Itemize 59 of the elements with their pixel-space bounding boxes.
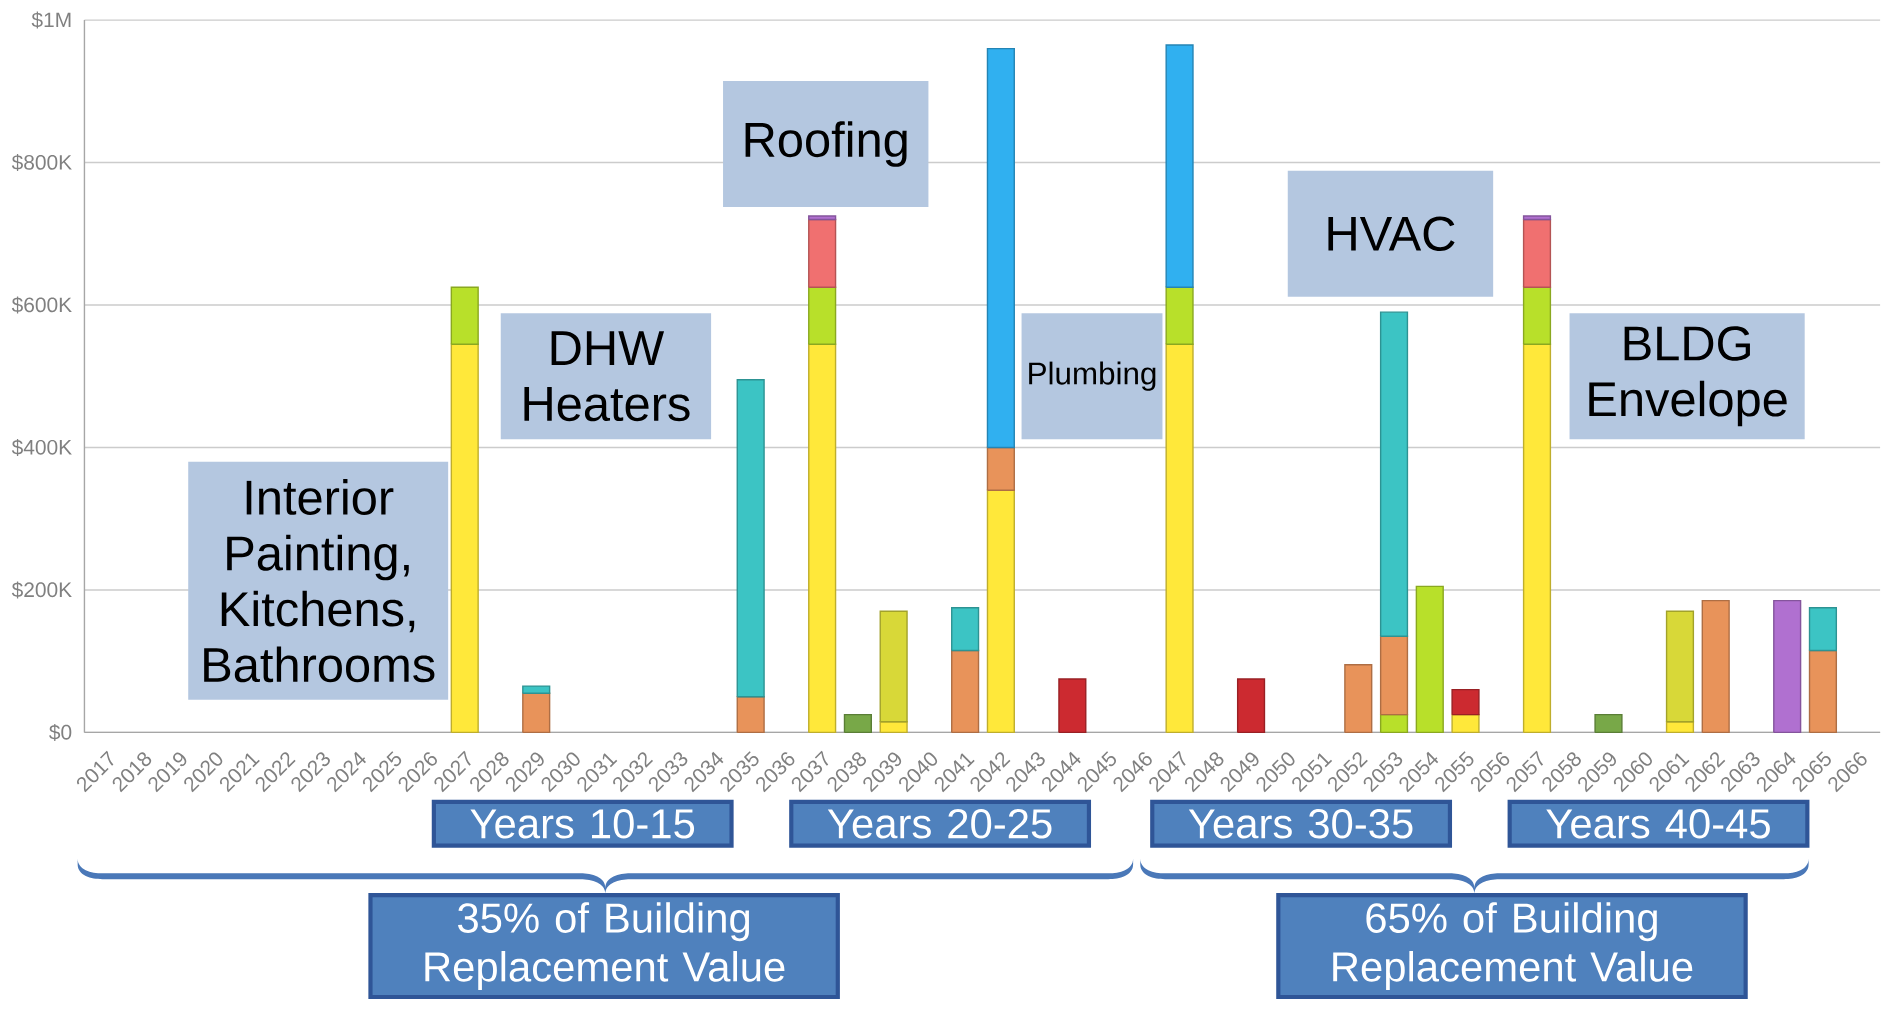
annotation: Roofing bbox=[745, 121, 907, 167]
bar bbox=[1379, 713, 1409, 734]
bar bbox=[951, 607, 980, 652]
bar bbox=[1379, 311, 1409, 637]
bar bbox=[1451, 688, 1480, 716]
bar bbox=[1701, 599, 1730, 734]
y-tick-label: $600K bbox=[11, 296, 72, 314]
text: 65% of Building Replacement Value bbox=[1333, 902, 1693, 990]
text: Years 40-45 bbox=[1546, 808, 1770, 839]
bar bbox=[1522, 215, 1552, 221]
bar bbox=[879, 610, 908, 723]
annotation: Interior Painting, Kitchens, Bathrooms bbox=[204, 479, 435, 683]
annotation: BLDG Envelope bbox=[1589, 326, 1787, 427]
bar bbox=[736, 379, 765, 698]
bar bbox=[1451, 713, 1480, 734]
bar bbox=[1594, 713, 1623, 734]
bar bbox=[1058, 678, 1087, 734]
y-tick-label: $400K bbox=[11, 438, 72, 456]
bar bbox=[522, 692, 551, 734]
y-tick-label: $0 bbox=[49, 723, 72, 741]
bar bbox=[1522, 343, 1552, 734]
bar bbox=[808, 286, 837, 345]
annotation: DHW Heaters bbox=[524, 331, 690, 422]
bar bbox=[986, 489, 1015, 734]
bar bbox=[879, 721, 908, 734]
bar bbox=[450, 343, 479, 734]
bar bbox=[808, 218, 837, 288]
bar bbox=[1415, 585, 1444, 734]
text: Years 20-25 bbox=[827, 808, 1052, 839]
bar bbox=[951, 649, 980, 734]
y-tick-label: $800K bbox=[11, 154, 72, 172]
bar bbox=[1808, 649, 1838, 734]
bar bbox=[1773, 599, 1802, 734]
annotation: HVAC bbox=[1328, 216, 1455, 252]
y-tick-label: $1M bbox=[31, 11, 71, 29]
text: 35% of Building Replacement Value bbox=[425, 902, 785, 990]
bar bbox=[1379, 635, 1409, 716]
bar bbox=[808, 343, 837, 734]
bar bbox=[1522, 218, 1552, 288]
bar bbox=[1236, 678, 1266, 734]
bar bbox=[1344, 664, 1373, 734]
bar bbox=[522, 685, 551, 694]
bar bbox=[1665, 610, 1695, 723]
bar bbox=[1165, 44, 1194, 288]
bar bbox=[736, 696, 765, 734]
y-tick-label: $200K bbox=[11, 581, 72, 599]
text: Years 30-35 bbox=[1188, 808, 1413, 839]
text: Years 10-15 bbox=[470, 808, 695, 839]
bar bbox=[1808, 607, 1838, 652]
bar bbox=[986, 446, 1015, 491]
bar bbox=[808, 215, 837, 221]
annotation: Plumbing bbox=[1029, 361, 1156, 391]
bar bbox=[450, 286, 479, 345]
bar bbox=[986, 47, 1015, 449]
bar bbox=[843, 713, 872, 734]
bar bbox=[1165, 286, 1194, 345]
bar bbox=[1522, 286, 1552, 345]
bar bbox=[1165, 343, 1194, 734]
bar bbox=[1665, 721, 1695, 734]
